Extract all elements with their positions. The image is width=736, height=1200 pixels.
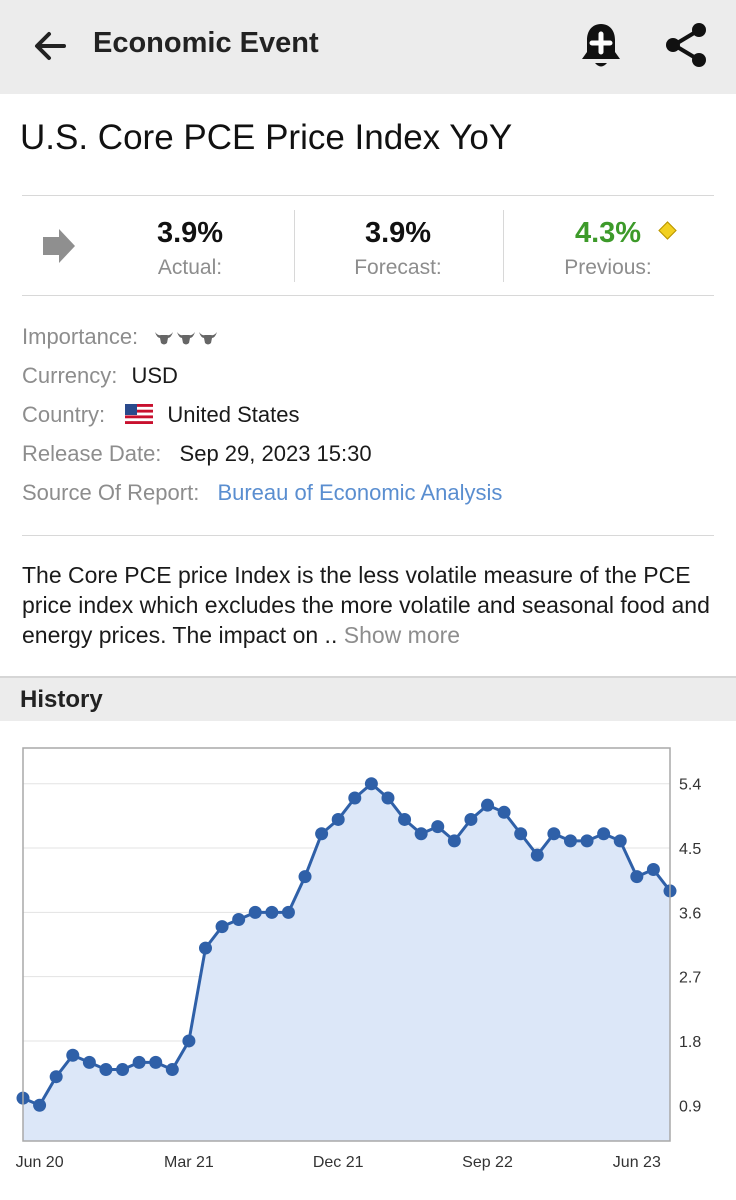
chart-data-point[interactable] — [530, 848, 544, 862]
chart-x-tick-label: Mar 21 — [164, 1154, 214, 1171]
chart-data-point[interactable] — [165, 1063, 179, 1077]
chart-data-point[interactable] — [646, 862, 660, 876]
previous-value: 4.3% — [574, 217, 642, 249]
previous-stat: 4.3% Previous: — [508, 215, 708, 280]
chart-data-point[interactable] — [198, 941, 212, 955]
chart-data-point[interactable] — [580, 834, 594, 848]
chart-y-tick-label: 4.5 — [679, 841, 701, 858]
source-row: Source Of Report: Bureau of Economic Ana… — [22, 479, 502, 507]
chart-y-tick-label: 5.4 — [679, 777, 701, 794]
chart-data-point[interactable] — [364, 777, 378, 791]
chart-data-point[interactable] — [447, 834, 461, 848]
chart-data-point[interactable] — [298, 870, 312, 884]
currency-label: Currency: — [22, 363, 118, 388]
chart-data-point[interactable] — [248, 905, 262, 919]
chart-data-point[interactable] — [331, 812, 345, 826]
add-alert-icon[interactable] — [578, 20, 624, 72]
actual-value: 3.9% — [156, 217, 224, 249]
chart-data-point[interactable] — [149, 1055, 163, 1069]
app-bar-title: Economic Event — [93, 27, 319, 59]
chart-data-point[interactable] — [597, 827, 611, 841]
chart-data-point[interactable] — [464, 812, 478, 826]
arrow-right-icon — [43, 229, 75, 263]
chart-data-point[interactable] — [232, 912, 246, 926]
stat-divider — [503, 210, 504, 282]
us-flag-icon — [125, 404, 154, 425]
app-bar: Economic Event — [0, 0, 736, 94]
chart-data-point[interactable] — [481, 798, 495, 812]
forecast-label: Forecast: — [354, 256, 442, 279]
divider — [22, 535, 714, 536]
chart-data-point[interactable] — [116, 1063, 130, 1077]
country-value: United States — [167, 402, 300, 427]
history-header: History — [0, 676, 736, 721]
divider — [22, 195, 714, 196]
chart-data-point[interactable] — [215, 920, 229, 934]
currency-value: USD — [131, 363, 178, 388]
release-date-row: Release Date: Sep 29, 2023 15:30 — [22, 440, 372, 468]
chart-x-tick-label: Sep 22 — [462, 1154, 513, 1171]
chart-data-point[interactable] — [563, 834, 577, 848]
chart-data-point[interactable] — [630, 870, 644, 884]
bull-icon — [199, 332, 218, 345]
share-icon[interactable] — [662, 20, 710, 70]
currency-row: Currency: USD — [22, 362, 178, 390]
divider — [22, 295, 714, 296]
chart-data-point[interactable] — [431, 820, 445, 834]
stat-divider — [294, 210, 295, 282]
chart-data-point[interactable] — [265, 905, 279, 919]
source-link[interactable]: Bureau of Economic Analysis — [217, 480, 503, 505]
chart-data-point[interactable] — [82, 1055, 96, 1069]
forecast-stat: 3.9% Forecast: — [298, 215, 498, 280]
chart-y-tick-label: 1.8 — [679, 1034, 701, 1051]
chart-series-line — [22, 781, 672, 1108]
actual-label: Actual: — [157, 256, 223, 279]
chart-data-point[interactable] — [497, 805, 511, 819]
chart-x-tick-label: Dec 21 — [313, 1154, 364, 1171]
chart-data-point[interactable] — [381, 791, 395, 805]
importance-bull-icons — [155, 332, 218, 345]
forecast-value: 3.9% — [364, 217, 432, 249]
chart-data-point[interactable] — [398, 812, 412, 826]
history-chart[interactable]: 5.4 4.5 3.6 2.7 1.8 0.9 Jun 20 Mar 21 Dec 21 Sep… — [0, 721, 736, 1200]
chart-x-tick-label: Jun 23 — [613, 1154, 661, 1171]
source-label: Source Of Report: — [22, 480, 200, 505]
previous-label: Previous: — [564, 256, 652, 279]
back-arrow-icon[interactable] — [30, 26, 70, 66]
chart-y-tick-label: 3.6 — [679, 905, 701, 922]
event-title: U.S. Core PCE Price Index YoY — [20, 118, 513, 157]
country-label: Country: — [22, 402, 106, 427]
show-more-link[interactable]: Show more — [343, 622, 461, 648]
chart-plot-frame — [22, 747, 671, 1142]
chart-data-point[interactable] — [315, 827, 329, 841]
event-description: The Core PCE price Index is the less vol… — [22, 560, 722, 650]
chart-data-point[interactable] — [33, 1098, 47, 1112]
chart-data-point[interactable] — [49, 1070, 63, 1084]
chart-data-point[interactable] — [66, 1048, 80, 1062]
description-text: The Core PCE price Index is the less vol… — [22, 562, 710, 648]
chart-data-point[interactable] — [281, 905, 295, 919]
chart-y-tick-label: 2.7 — [679, 970, 701, 987]
chart-data-point[interactable] — [348, 791, 362, 805]
release-date-label: Release Date: — [22, 441, 162, 466]
chart-y-tick-label: 0.9 — [679, 1098, 701, 1115]
bull-icon — [177, 332, 196, 345]
importance-row: Importance: — [22, 323, 220, 351]
chart-data-point[interactable] — [414, 827, 428, 841]
chart-area-fill — [23, 783, 670, 1141]
country-row: Country: United States — [22, 401, 299, 429]
importance-label: Importance: — [22, 324, 139, 349]
history-title: History — [20, 686, 103, 713]
chart-data-point[interactable] — [99, 1063, 113, 1077]
chart-data-point[interactable] — [182, 1034, 196, 1048]
chart-x-tick-label: Jun 20 — [16, 1154, 64, 1171]
chart-data-point[interactable] — [514, 827, 528, 841]
chart-data-point[interactable] — [132, 1055, 146, 1069]
bull-icon — [155, 332, 174, 345]
release-date-value: Sep 29, 2023 15:30 — [179, 441, 372, 466]
actual-stat: 3.9% Actual: — [90, 215, 290, 280]
chart-data-point[interactable] — [613, 834, 627, 848]
chart-data-point[interactable] — [547, 827, 561, 841]
